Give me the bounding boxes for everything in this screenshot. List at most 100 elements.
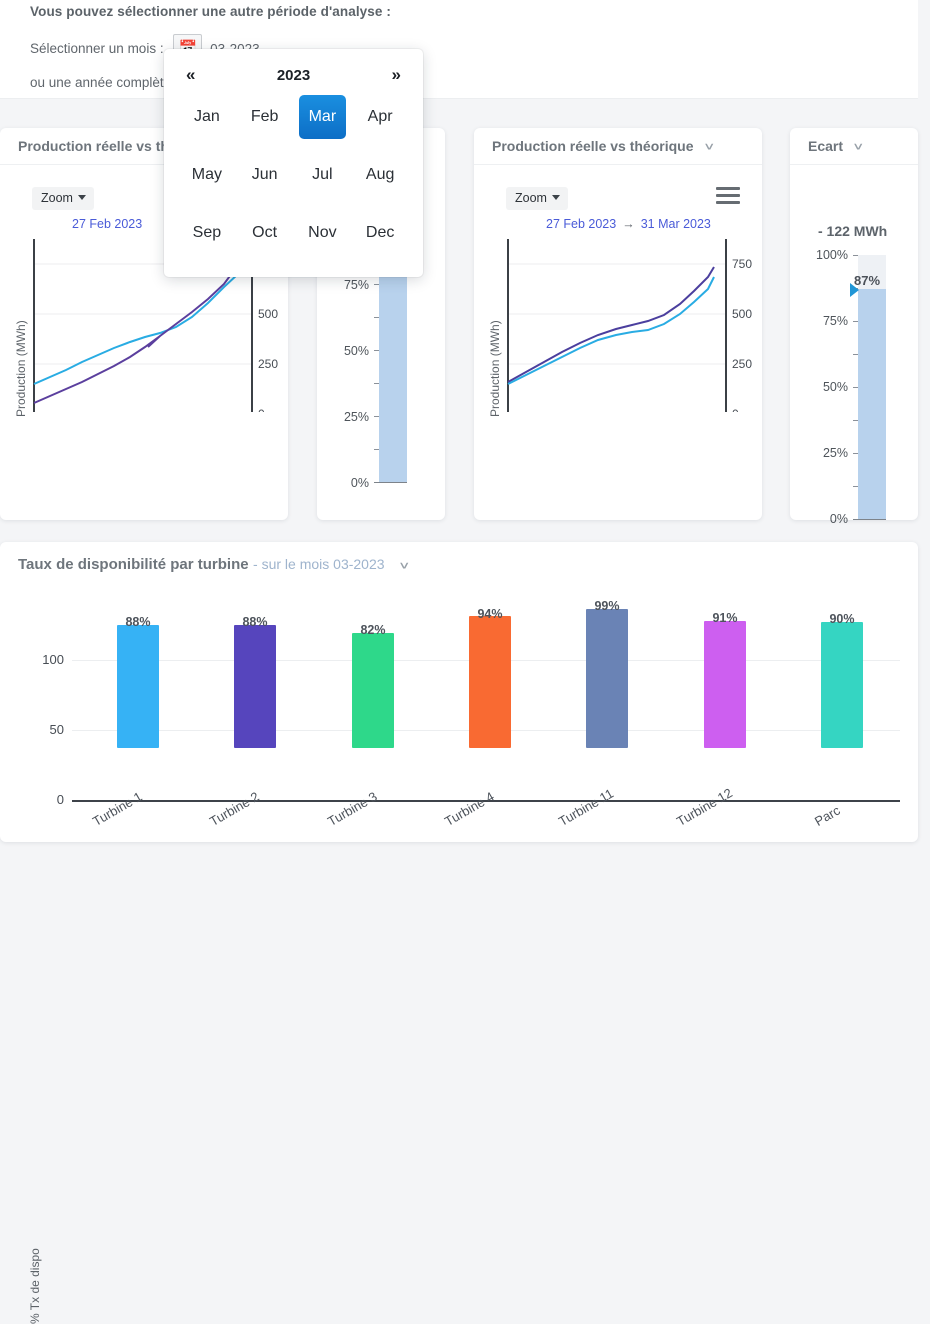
- gauge-marker-icon: [850, 283, 859, 297]
- series-production-theorique: [507, 266, 715, 383]
- datepicker-month-jan[interactable]: Jan: [193, 108, 220, 125]
- chevron-down-icon: [77, 195, 86, 200]
- datepicker-month-may[interactable]: May: [191, 166, 222, 183]
- gauge-tick: [853, 321, 858, 322]
- gauge-ytick-25: 25%: [822, 446, 848, 460]
- gauge-ytick-25-hidden: 25%: [343, 410, 369, 424]
- gauge-tick: [853, 387, 858, 388]
- bar-y-axis-label: % Tx de dispo: [28, 1248, 42, 1324]
- chevron-down-icon[interactable]: ∨: [398, 559, 411, 571]
- card-header-ecart: Ecart ∨: [790, 128, 918, 165]
- gauge-tick: [853, 354, 858, 355]
- datepicker-month-apr[interactable]: Apr: [367, 108, 393, 125]
- bar-label-turbine-4: 94%: [477, 607, 503, 621]
- y-tick-label: 0: [732, 407, 739, 412]
- card-title-ecart: Ecart: [808, 138, 844, 154]
- datepicker-month-oct[interactable]: Oct: [252, 224, 278, 241]
- zoom-dropdown-left[interactable]: Zoom: [32, 187, 94, 210]
- datepicker-year-label[interactable]: 2023: [276, 66, 311, 84]
- datepicker-month-mar[interactable]: Mar: [298, 95, 347, 139]
- card-body-middle: Zoom 27 Feb 2023 → 31 Mar 2023 Production …: [474, 165, 762, 579]
- datepicker-month-sep[interactable]: Sep: [192, 224, 222, 241]
- bar-turbine-4[interactable]: [469, 616, 511, 748]
- chart-menu-icon[interactable]: [716, 187, 740, 208]
- bar-turbine-12[interactable]: [704, 621, 746, 748]
- card-body-ecart-hidden: 75% 50% 25% 0%: [317, 128, 445, 520]
- date-range-left: 27 Feb 2023: [72, 217, 142, 231]
- category-label-turbine-11: Turbine 11: [556, 785, 617, 829]
- datepicker-month-feb[interactable]: Feb: [250, 108, 279, 125]
- card-production-middle: Production réelle vs théorique ∨ Zoom 27…: [474, 128, 762, 579]
- gauge-tick: [853, 255, 858, 256]
- gauge-ytick-50: 50%: [822, 380, 848, 394]
- datepicker-month-grid: Jan Feb Mar Apr May Jun Jul Aug Sep Oct …: [164, 91, 423, 265]
- series-production-reelle: [507, 276, 715, 385]
- category-label-turbine-4: Turbine 4: [442, 788, 497, 829]
- y-tick-label: 750: [732, 257, 752, 271]
- chevron-down-icon: [551, 195, 560, 200]
- gauge-ytick-50-hidden: 50%: [343, 344, 369, 358]
- chevron-down-icon[interactable]: ∨: [852, 140, 865, 152]
- hamburger-bar: [716, 201, 740, 204]
- y-tick-label-0: 0: [56, 792, 64, 807]
- gauge-fill: [858, 289, 886, 519]
- datepicker-month-dec[interactable]: Dec: [365, 224, 395, 241]
- bar-label-turbine-3: 82%: [360, 623, 386, 637]
- gauge-baseline: [853, 519, 886, 520]
- date-to-middle[interactable]: 31 Mar 2023: [640, 217, 711, 231]
- month-datepicker-popup[interactable]: « 2023 » Jan Feb Mar Apr May Jun Jul Aug…: [164, 49, 423, 277]
- bar-turbine-2[interactable]: [234, 625, 276, 748]
- gauge-tick: [374, 416, 379, 417]
- gauge-ytick-0: 0%: [829, 512, 848, 526]
- datepicker-month-nov[interactable]: Nov: [308, 224, 337, 241]
- bar-label-turbine-12: 91%: [712, 611, 738, 625]
- datepicker-month-jul[interactable]: Jul: [312, 166, 333, 183]
- gauge-tick: [374, 449, 379, 450]
- period-selector-panel: Vous pouvez sélectionner une autre pério…: [0, 0, 918, 99]
- gauge-ytick-75: 75%: [822, 314, 848, 328]
- availability-header: Taux de disponibilité par turbine - sur …: [0, 542, 918, 574]
- date-from-left[interactable]: 27 Feb 2023: [72, 217, 143, 231]
- chevron-down-icon[interactable]: ∨: [702, 140, 716, 152]
- category-label-parc: Parc: [812, 802, 843, 829]
- gauge-tick: [853, 453, 858, 454]
- line-chart-middle: 0 250 500 750: [507, 239, 752, 412]
- bar-turbine-1[interactable]: [117, 625, 159, 748]
- y-tick-label: 250: [732, 357, 752, 371]
- zoom-dropdown-middle[interactable]: Zoom: [506, 187, 568, 210]
- gauge-fill-hidden: [379, 244, 407, 482]
- y-tick-label: 0: [258, 407, 265, 412]
- gauge-tick: [374, 317, 379, 318]
- datepicker-month-aug[interactable]: Aug: [365, 166, 395, 183]
- gauge-ytick-100: 100%: [816, 248, 848, 262]
- zoom-dropdown-label-left: Zoom: [41, 191, 73, 205]
- x-axis: [72, 800, 900, 802]
- gauge-tick: [853, 420, 858, 421]
- card-body-ecart: - 122 MWh 100% 75% 50% 25% 0% 87%: [790, 165, 918, 526]
- category-label-turbine-1: Turbine 1: [90, 788, 145, 829]
- card-header-middle: Production réelle vs théorique ∨: [474, 128, 762, 165]
- date-range-middle: 27 Feb 2023 → 31 Mar 2023: [546, 217, 711, 231]
- datepicker-month-jun[interactable]: Jun: [251, 166, 278, 183]
- y-tick-label: 250: [258, 357, 278, 371]
- year-selector-row: ou une année complète :: [30, 68, 918, 98]
- next-year-button[interactable]: »: [391, 65, 401, 84]
- date-from-middle[interactable]: 27 Feb 2023: [546, 217, 617, 231]
- zoom-dropdown-label-middle: Zoom: [515, 191, 547, 205]
- gauge-baseline-hidden: [374, 482, 407, 483]
- gauge-tick: [374, 284, 379, 285]
- bar-chart-availability: % Tx de dispo 100 50 0 88% Turbine 1 88%…: [0, 594, 918, 1324]
- prev-year-button[interactable]: «: [186, 65, 196, 84]
- bar-parc[interactable]: [821, 622, 863, 748]
- datepicker-header: « 2023 »: [164, 49, 423, 91]
- ecart-value-annotation: - 122 MWh: [818, 223, 888, 239]
- gauge-tick: [853, 486, 858, 487]
- series-production-reelle: [33, 273, 239, 385]
- category-label-turbine-3: Turbine 3: [325, 788, 380, 829]
- gauge-tick: [374, 383, 379, 384]
- bar-turbine-3[interactable]: [352, 633, 394, 748]
- y-tick-label: 500: [732, 307, 752, 321]
- category-label-turbine-12: Turbine 12: [674, 785, 735, 829]
- bar-turbine-11[interactable]: [586, 609, 628, 748]
- y-tick-label: 500: [258, 307, 278, 321]
